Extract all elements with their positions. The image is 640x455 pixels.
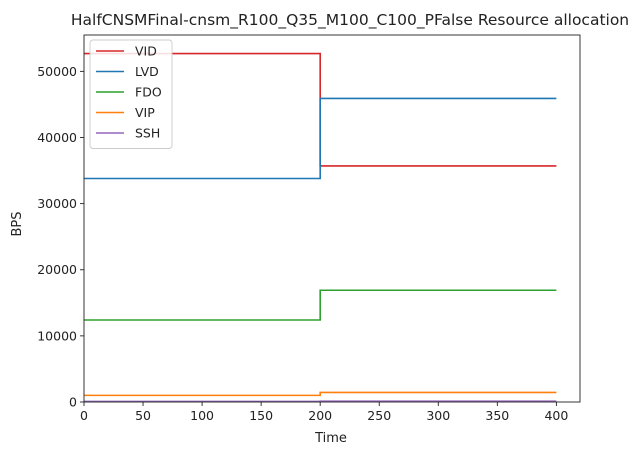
x-axis: 0 50 100 150 200 250 300 350 400 (80, 402, 568, 423)
x-tick-label: 350 (485, 408, 509, 423)
legend-label-fdo: FDO (135, 85, 162, 100)
y-tick-label: 40000 (37, 130, 77, 145)
legend-label-vip: VIP (135, 105, 155, 120)
x-tick-label: 300 (426, 408, 450, 423)
legend-label-lvd: LVD (135, 64, 159, 79)
legend-box (89, 39, 173, 149)
x-axis-label: Time (314, 431, 347, 446)
series-line-vip (84, 391, 557, 397)
y-tick-label: 10000 (37, 328, 77, 343)
y-axis: 0 10000 20000 30000 40000 50000 (37, 64, 84, 410)
x-tick-label: 250 (367, 408, 391, 423)
y-axis-label: BPS (10, 211, 25, 236)
legend-label-ssh: SSH (135, 126, 160, 141)
x-tick-label: 400 (544, 408, 568, 423)
series-layer (84, 52, 557, 403)
legend-label-vid: VID (135, 44, 157, 59)
legend: VID LVD FDO VIP SSH (89, 39, 173, 149)
x-tick-label: 200 (308, 408, 332, 423)
x-tick-label: 50 (135, 408, 151, 423)
y-tick-label: 0 (69, 395, 77, 410)
x-tick-label: 0 (80, 408, 88, 423)
plot-frame (83, 34, 581, 403)
x-tick-label: 150 (249, 408, 273, 423)
series-line-fdo (84, 289, 557, 321)
y-tick-label: 20000 (37, 262, 77, 277)
series-line-lvd (84, 97, 557, 180)
chart-title: HalfCNSMFinal-cnsm_R100_Q35_M100_C100_PF… (71, 11, 629, 30)
y-tick-label: 50000 (37, 64, 77, 79)
y-tick-label: 30000 (37, 196, 77, 211)
x-tick-label: 100 (190, 408, 214, 423)
